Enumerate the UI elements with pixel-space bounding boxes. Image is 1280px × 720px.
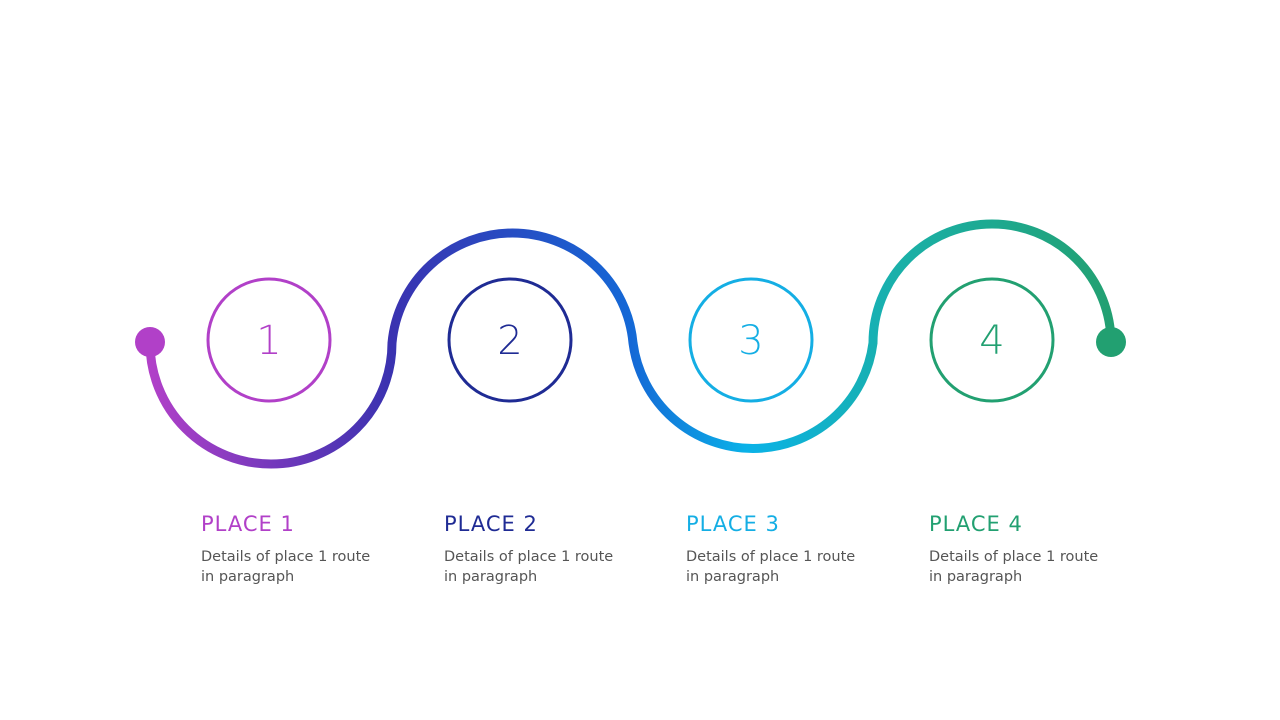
place-block-3: PLACE 3 Details of place 1 route in para… bbox=[686, 510, 886, 587]
route-start-dot bbox=[135, 327, 165, 357]
step-circle bbox=[688, 277, 814, 403]
place-block-2: PLACE 2 Details of place 1 route in para… bbox=[444, 510, 644, 587]
place-description: Details of place 1 route in paragraph bbox=[201, 549, 371, 585]
step-number: 1 bbox=[256, 318, 281, 364]
step-number: 2 bbox=[497, 318, 522, 364]
place-description: Details of place 1 route in paragraph bbox=[686, 549, 856, 585]
step-circle bbox=[929, 277, 1055, 403]
place-title: PLACE 1 bbox=[201, 512, 295, 536]
step-marker-4: 4 bbox=[929, 277, 1055, 403]
place-block-1: PLACE 1 Details of place 1 route in para… bbox=[201, 510, 401, 587]
place-description: Details of place 1 route in paragraph bbox=[444, 549, 614, 585]
place-title: PLACE 3 bbox=[686, 512, 780, 536]
place-block-4: PLACE 4 Details of place 1 route in para… bbox=[929, 510, 1129, 587]
step-number: 3 bbox=[738, 318, 763, 364]
step-marker-2: 2 bbox=[447, 277, 573, 403]
place-description: Details of place 1 route in paragraph bbox=[929, 549, 1099, 585]
step-marker-1: 1 bbox=[206, 277, 332, 403]
place-title: PLACE 2 bbox=[444, 512, 538, 536]
step-number: 4 bbox=[979, 318, 1004, 364]
step-marker-3: 3 bbox=[688, 277, 814, 403]
step-circle bbox=[206, 277, 332, 403]
route-end-dot bbox=[1096, 327, 1126, 357]
place-title: PLACE 4 bbox=[929, 512, 1023, 536]
step-circle bbox=[447, 277, 573, 403]
route-wave-line bbox=[145, 219, 1116, 469]
